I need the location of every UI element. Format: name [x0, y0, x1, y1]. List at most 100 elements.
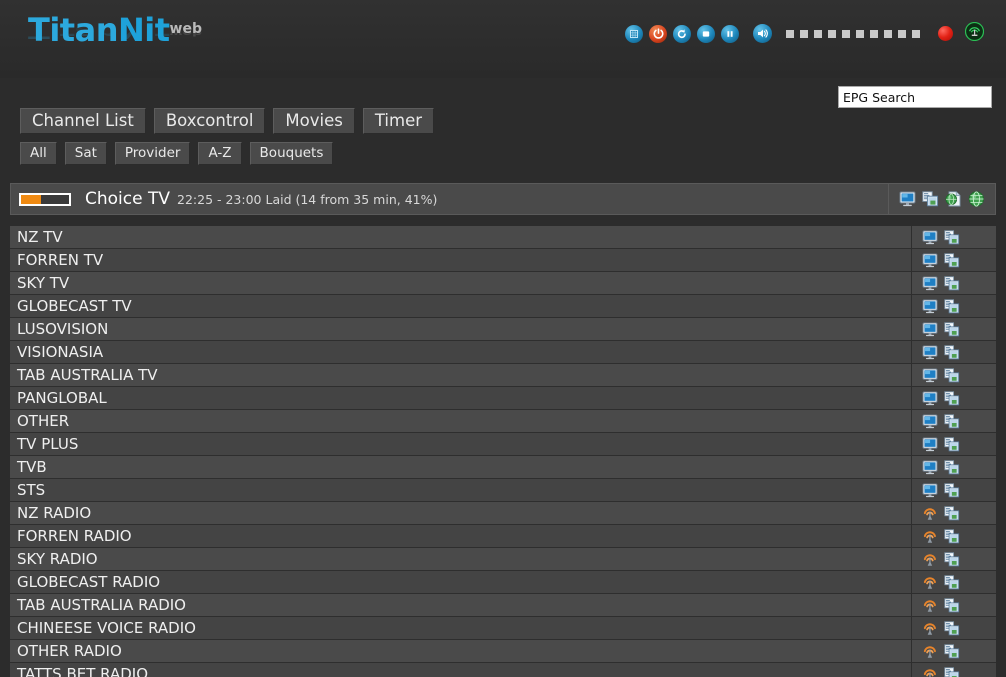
- radio-antenna-icon[interactable]: [922, 552, 938, 567]
- epg-list-icon[interactable]: [944, 459, 960, 475]
- channel-name[interactable]: NZ TV: [10, 226, 912, 248]
- channel-name[interactable]: STS: [10, 479, 912, 501]
- epg-list-icon[interactable]: [944, 367, 960, 383]
- volume-level-segment[interactable]: [842, 29, 850, 38]
- tv-screen-icon[interactable]: [922, 390, 938, 406]
- channel-row[interactable]: SKY RADIO: [10, 548, 996, 571]
- web-page-icon[interactable]: [945, 191, 962, 207]
- channel-row[interactable]: TAB AUSTRALIA TV: [10, 364, 996, 387]
- radio-antenna-icon[interactable]: [922, 667, 938, 677]
- record-icon[interactable]: [938, 26, 953, 41]
- epg-list-icon[interactable]: [944, 597, 960, 613]
- refresh-icon[interactable]: [673, 24, 691, 43]
- radio-antenna-icon[interactable]: [922, 529, 938, 544]
- channel-name[interactable]: VISIONASIA: [10, 341, 912, 363]
- channel-name[interactable]: OTHER RADIO: [10, 640, 912, 662]
- tab-all[interactable]: All: [20, 142, 57, 165]
- epg-list-icon[interactable]: [944, 574, 960, 590]
- radio-antenna-icon[interactable]: [922, 621, 938, 636]
- pause-icon[interactable]: [721, 24, 739, 43]
- channel-row[interactable]: NZ RADIO: [10, 502, 996, 525]
- channel-row[interactable]: FORREN TV: [10, 249, 996, 272]
- epg-list-icon[interactable]: [944, 298, 960, 314]
- radio-antenna-icon[interactable]: [922, 644, 938, 659]
- tv-screen-icon[interactable]: [922, 482, 938, 498]
- epg-list-icon[interactable]: [944, 643, 960, 659]
- volume-level-segment[interactable]: [828, 29, 836, 38]
- channel-row[interactable]: TATTS BET RADIO: [10, 663, 996, 677]
- epg-list-icon[interactable]: [944, 275, 960, 291]
- tv-screen-icon[interactable]: [922, 298, 938, 314]
- tab-channel-list[interactable]: Channel List: [20, 108, 146, 134]
- epg-list-icon[interactable]: [944, 482, 960, 498]
- channel-name[interactable]: OTHER: [10, 410, 912, 432]
- channel-row[interactable]: VISIONASIA: [10, 341, 996, 364]
- volume-level-segment[interactable]: [814, 29, 822, 38]
- channel-name[interactable]: LUSOVISION: [10, 318, 912, 340]
- volume-icon[interactable]: [753, 24, 772, 43]
- tv-screen-icon[interactable]: [922, 436, 938, 452]
- volume-level-indicator[interactable]: [786, 29, 920, 38]
- channel-name[interactable]: PANGLOBAL: [10, 387, 912, 409]
- epg-list-icon[interactable]: [944, 551, 960, 567]
- channel-name[interactable]: SKY TV: [10, 272, 912, 294]
- tv-screen-icon[interactable]: [922, 413, 938, 429]
- channel-name[interactable]: FORREN RADIO: [10, 525, 912, 547]
- radio-antenna-icon[interactable]: [922, 598, 938, 613]
- stop-icon[interactable]: [697, 24, 715, 43]
- volume-level-segment[interactable]: [786, 29, 794, 38]
- tv-screen-icon[interactable]: [922, 344, 938, 360]
- globe-icon[interactable]: [968, 191, 985, 207]
- channel-name[interactable]: FORREN TV: [10, 249, 912, 271]
- signal-icon[interactable]: [964, 21, 985, 45]
- tv-screen-icon[interactable]: [922, 275, 938, 291]
- tv-screen-icon[interactable]: [922, 252, 938, 268]
- tv-screen-icon[interactable]: [922, 321, 938, 337]
- channel-name[interactable]: SKY RADIO: [10, 548, 912, 570]
- epg-list-icon[interactable]: [944, 344, 960, 360]
- epg-list-icon[interactable]: [944, 505, 960, 521]
- channel-row[interactable]: GLOBECAST TV: [10, 295, 996, 318]
- channel-row[interactable]: GLOBECAST RADIO: [10, 571, 996, 594]
- radio-antenna-icon[interactable]: [922, 575, 938, 590]
- channel-row[interactable]: OTHER RADIO: [10, 640, 996, 663]
- epg-list-icon[interactable]: [944, 436, 960, 452]
- channel-name[interactable]: GLOBECAST RADIO: [10, 571, 912, 593]
- epg-list-icon[interactable]: [944, 620, 960, 636]
- tv-screen-icon[interactable]: [922, 459, 938, 475]
- epg-list-icon[interactable]: [944, 528, 960, 544]
- epg-list-icon[interactable]: [944, 666, 960, 677]
- epg-list-icon[interactable]: [944, 229, 960, 245]
- epg-list-icon[interactable]: [944, 390, 960, 406]
- volume-level-segment[interactable]: [884, 29, 892, 38]
- epg-list-icon[interactable]: [944, 321, 960, 337]
- channel-name[interactable]: TAB AUSTRALIA TV: [10, 364, 912, 386]
- tab-timer[interactable]: Timer: [362, 108, 435, 134]
- volume-level-segment[interactable]: [800, 29, 808, 38]
- tab-provider[interactable]: Provider: [114, 142, 191, 165]
- power-icon[interactable]: [649, 24, 667, 43]
- volume-level-segment[interactable]: [898, 29, 906, 38]
- channel-name[interactable]: TV PLUS: [10, 433, 912, 455]
- tab-bouquets[interactable]: Bouquets: [249, 142, 334, 165]
- channel-row[interactable]: TVB: [10, 456, 996, 479]
- radio-antenna-icon[interactable]: [922, 506, 938, 521]
- channel-row[interactable]: PANGLOBAL: [10, 387, 996, 410]
- channel-row[interactable]: FORREN RADIO: [10, 525, 996, 548]
- tv-screen-icon[interactable]: [922, 367, 938, 383]
- epg-list-icon[interactable]: [944, 413, 960, 429]
- tab-boxcontrol[interactable]: Boxcontrol: [153, 108, 266, 134]
- epg-list-icon[interactable]: [944, 252, 960, 268]
- channel-row[interactable]: TV PLUS: [10, 433, 996, 456]
- multi-window-icon[interactable]: [922, 191, 939, 207]
- channel-row[interactable]: CHINEESE VOICE RADIO: [10, 617, 996, 640]
- tab-a-z[interactable]: A-Z: [198, 142, 242, 165]
- channel-name[interactable]: TVB: [10, 456, 912, 478]
- volume-level-segment[interactable]: [870, 29, 878, 38]
- epg-search-input[interactable]: [838, 86, 992, 108]
- channel-row[interactable]: SKY TV: [10, 272, 996, 295]
- tv-screen-icon[interactable]: [922, 229, 938, 245]
- tab-movies[interactable]: Movies: [273, 108, 355, 134]
- channel-name[interactable]: CHINEESE VOICE RADIO: [10, 617, 912, 639]
- keypad-icon[interactable]: [625, 24, 643, 43]
